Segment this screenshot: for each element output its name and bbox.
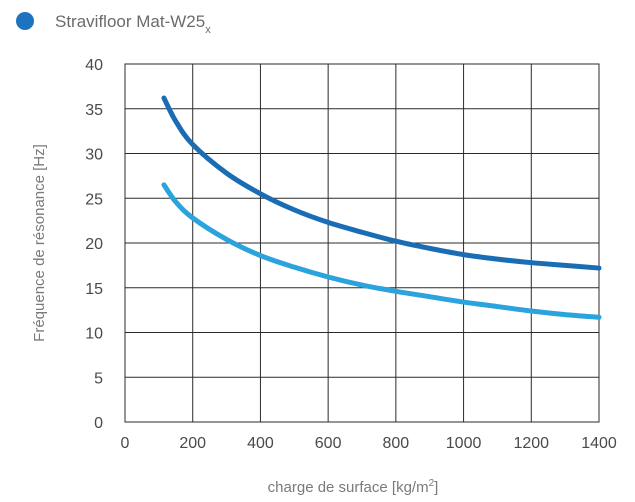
y-tick-label: 30 — [85, 147, 103, 164]
y-tick-label: 0 — [94, 415, 103, 432]
y-tick-label: 15 — [85, 281, 103, 298]
x-tick-label: 400 — [247, 435, 274, 452]
legend-label: Stravifloor Mat-W25x — [55, 12, 211, 36]
x-tick-label: 1400 — [581, 435, 617, 452]
x-axis-label-superscript: 2 — [429, 478, 435, 489]
plot-area — [124, 63, 600, 423]
x-tick-label: 600 — [315, 435, 342, 452]
y-tick-label: 35 — [85, 102, 103, 119]
x-tick-label: 200 — [179, 435, 206, 452]
x-axis-label: charge de surface [kg/m2] — [268, 478, 439, 496]
legend: Stravifloor Mat-W25x — [16, 12, 211, 36]
y-tick-label: 40 — [85, 57, 103, 74]
y-tick-label: 20 — [85, 236, 103, 253]
y-tick-label: 10 — [85, 326, 103, 343]
grid — [124, 63, 600, 423]
y-tick-label: 25 — [85, 191, 103, 208]
series-group — [161, 95, 602, 320]
y-axis-ticks: 0 5 10 15 20 25 30 35 40 — [85, 57, 103, 432]
x-axis-ticks: 0 200 400 600 800 1000 1200 1400 — [121, 435, 617, 452]
y-tick-label: 5 — [94, 370, 103, 387]
x-axis-label-end: ] — [434, 479, 438, 496]
legend-marker — [16, 12, 34, 30]
x-tick-label: 1000 — [446, 435, 482, 452]
legend-subscript: x — [205, 24, 211, 36]
y-axis-label: Fréquence de résonance [Hz] — [31, 144, 48, 342]
series-line-1 — [161, 95, 602, 271]
x-tick-label: 800 — [383, 435, 410, 452]
x-tick-label: 0 — [121, 435, 130, 452]
x-tick-label: 1200 — [513, 435, 549, 452]
series-line-2 — [161, 182, 602, 320]
